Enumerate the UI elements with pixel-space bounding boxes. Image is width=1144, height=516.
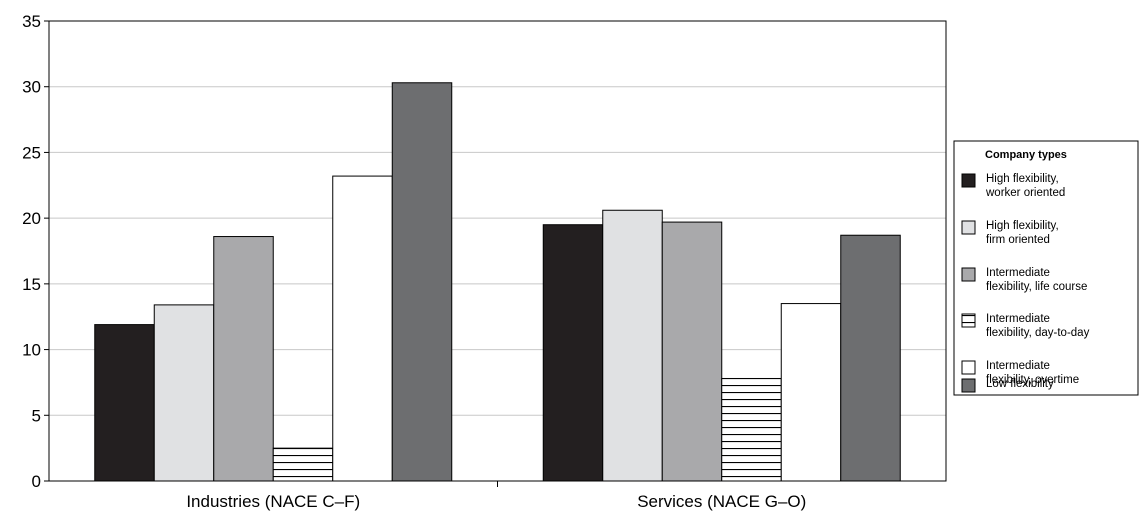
x-category-label: Services (NACE G–O) (637, 492, 806, 511)
legend-swatch (961, 220, 976, 235)
x-category-label: Industries (NACE C–F) (186, 492, 360, 511)
legend-label: Low flexibility (986, 378, 1054, 390)
bar (602, 209, 663, 482)
y-tick-label: 20 (22, 209, 41, 228)
legend-label: High flexibility, worker oriented (985, 173, 1065, 199)
bar (721, 377, 782, 482)
bars (94, 82, 901, 482)
bar (213, 236, 274, 482)
y-tick-label: 10 (22, 341, 41, 360)
legend-swatch (961, 360, 976, 375)
legend-swatch (961, 313, 976, 328)
legend-label: Intermediate flexibility, overtime (986, 360, 1079, 386)
bar (94, 324, 155, 482)
axis-labels: 0 5 10 15 20 25 30 35 Industries (NACE C–F) Servi… (22, 12, 806, 511)
axes (44, 20, 947, 487)
bar (153, 304, 215, 482)
bar (332, 175, 393, 482)
legend-title: Company types (985, 149, 1067, 161)
bar (542, 224, 604, 482)
bar (780, 303, 842, 482)
y-tick-label: 35 (22, 12, 41, 31)
legend: Company types High flexibility, worker or… (953, 140, 1139, 396)
y-tick-label: 5 (32, 406, 41, 425)
legend-swatch (961, 267, 976, 282)
y-tick-label: 0 (32, 472, 41, 491)
y-tick-label: 30 (22, 78, 41, 97)
legend-label: Intermediate flexibility, day-to-day (986, 313, 1090, 339)
y-tick-label: 15 (22, 275, 41, 294)
legend-swatch (961, 378, 976, 393)
legend-label: High flexibility, firm oriented (986, 220, 1059, 246)
legend-swatch (961, 173, 976, 188)
bar (661, 221, 723, 482)
bar (272, 447, 334, 482)
bar (391, 82, 453, 482)
legend-label: Intermediate flexibility, life course (986, 267, 1087, 293)
legend-box (953, 140, 1139, 396)
bar (840, 234, 901, 482)
y-tick-label: 25 (22, 143, 41, 162)
